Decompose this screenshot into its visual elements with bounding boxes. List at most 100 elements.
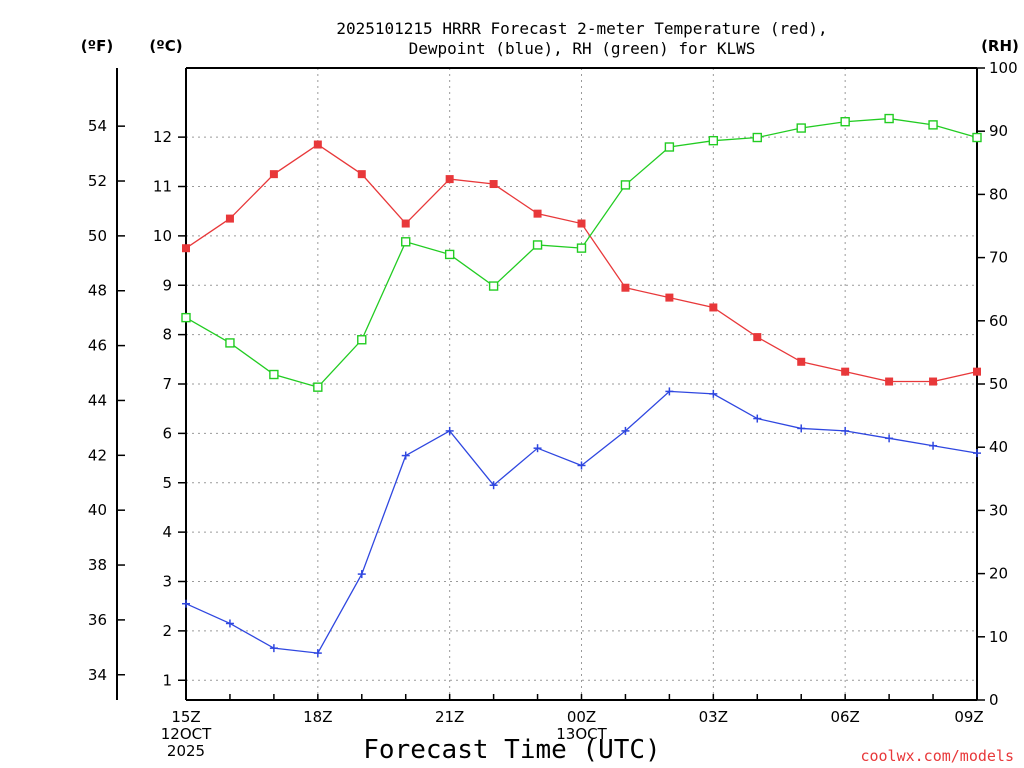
rh-tick-label: 60	[989, 312, 1008, 330]
dewpoint-point	[973, 449, 981, 458]
temperature-point	[401, 219, 410, 228]
temperature-point	[489, 180, 498, 189]
dewpoint-point	[401, 451, 410, 460]
rh-point	[972, 132, 982, 143]
temperature-point	[797, 357, 806, 366]
x-tick-label: 18Z	[303, 708, 332, 726]
temperature-point	[445, 175, 454, 184]
rh-point	[225, 338, 235, 348]
rh-point	[181, 312, 191, 323]
rh-point	[752, 132, 762, 143]
celsius-tick-label: 3	[162, 573, 172, 591]
temperature-point	[621, 283, 630, 292]
dewpoint-point	[269, 644, 278, 653]
dewpoint-line	[185, 390, 978, 654]
x-tick-label: 00Z	[567, 708, 596, 726]
fahrenheit-tick-label: 52	[88, 172, 107, 190]
celsius-tick-label: 9	[162, 276, 172, 294]
rh-point	[444, 249, 455, 260]
fahrenheit-tick-label: 42	[88, 446, 107, 464]
unit-rh-label: (RH)	[981, 37, 1019, 55]
rh-point	[884, 113, 894, 124]
celsius-tick-label: 10	[153, 227, 172, 245]
celsius-tick-label: 2	[162, 622, 172, 640]
rh-point	[313, 382, 323, 392]
tick-labels: 1234567891011123436384042444648505254010…	[88, 59, 1018, 760]
fahrenheit-tick-label: 38	[88, 556, 107, 574]
rh-point	[357, 335, 367, 345]
rh-point	[796, 123, 806, 133]
temperature-point	[357, 170, 366, 179]
dewpoint-point	[621, 426, 630, 435]
rh-tick-label: 50	[989, 375, 1008, 393]
rh-tick-label: 20	[989, 565, 1008, 583]
temperature-point	[313, 140, 322, 149]
temperature-point	[533, 209, 542, 218]
celsius-tick-label: 1	[162, 671, 172, 689]
x-tick-label: 06Z	[830, 708, 859, 726]
rh-tick-label: 90	[989, 122, 1008, 140]
temperature-point	[885, 377, 894, 386]
rh-point	[708, 135, 719, 146]
temperature-series	[182, 140, 981, 386]
rh-series	[181, 113, 982, 392]
rh-tick-label: 80	[989, 185, 1008, 203]
temperature-point	[973, 367, 981, 376]
celsius-tick-label: 4	[162, 523, 172, 541]
dewpoint-point	[797, 424, 806, 433]
dewpoint-point	[445, 426, 454, 435]
fahrenheit-tick-label: 48	[88, 282, 107, 300]
chart-title: 2025101215 HRRR Forecast 2-meter Tempera…	[336, 19, 827, 58]
dewpoint-point	[225, 619, 234, 628]
x-tick-label: 2025	[167, 742, 205, 760]
x-tick-label: 12OCT	[161, 725, 212, 743]
chart-axes	[116, 67, 985, 701]
x-tick-label: 21Z	[435, 708, 464, 726]
dewpoint-point	[929, 441, 938, 450]
fahrenheit-tick-label: 46	[88, 337, 107, 355]
unit-celsius-label: (ºC)	[149, 37, 182, 55]
x-tick-label: 09Z	[954, 708, 983, 726]
rh-point	[664, 142, 675, 152]
dewpoint-series	[182, 387, 981, 658]
temperature-point	[182, 244, 190, 253]
credit-link[interactable]: coolwx.com/models	[860, 747, 1014, 765]
dewpoint-point	[533, 444, 542, 453]
data-series	[181, 113, 982, 658]
title-line-2: Dewpoint (blue), RH (green) for KLWS	[409, 39, 756, 58]
fahrenheit-tick-label: 50	[88, 227, 107, 245]
rh-point	[620, 180, 631, 190]
celsius-tick-label: 12	[153, 128, 172, 146]
dewpoint-point	[313, 649, 322, 658]
temperature-point	[841, 367, 850, 376]
celsius-tick-label: 6	[162, 424, 172, 442]
temperature-point	[709, 303, 718, 312]
rh-tick-label: 100	[989, 59, 1018, 77]
rh-point	[488, 281, 499, 291]
rh-point	[532, 240, 543, 250]
celsius-tick-label: 7	[162, 375, 172, 393]
temperature-point	[577, 219, 586, 228]
dewpoint-point	[357, 570, 366, 579]
x-axis-title: Forecast Time (UTC)	[363, 735, 660, 765]
dewpoint-point	[841, 426, 850, 435]
fahrenheit-tick-label: 44	[88, 391, 107, 409]
dewpoint-point	[489, 481, 498, 490]
rh-tick-label: 30	[989, 501, 1008, 519]
x-tick-label: 15Z	[171, 708, 200, 726]
dewpoint-point	[182, 599, 190, 608]
temperature-point	[225, 214, 234, 223]
dewpoint-point	[753, 414, 762, 423]
fahrenheit-tick-label: 34	[88, 666, 107, 684]
temperature-point	[269, 170, 278, 179]
temperature-point	[929, 377, 938, 386]
rh-tick-label: 70	[989, 249, 1008, 267]
rh-tick-label: 0	[989, 691, 999, 709]
celsius-tick-label: 8	[162, 326, 172, 344]
fahrenheit-tick-label: 40	[88, 501, 107, 519]
rh-point	[928, 120, 938, 130]
rh-tick-label: 40	[989, 438, 1008, 456]
celsius-tick-label: 11	[153, 178, 172, 196]
x-tick-label: 03Z	[699, 708, 728, 726]
